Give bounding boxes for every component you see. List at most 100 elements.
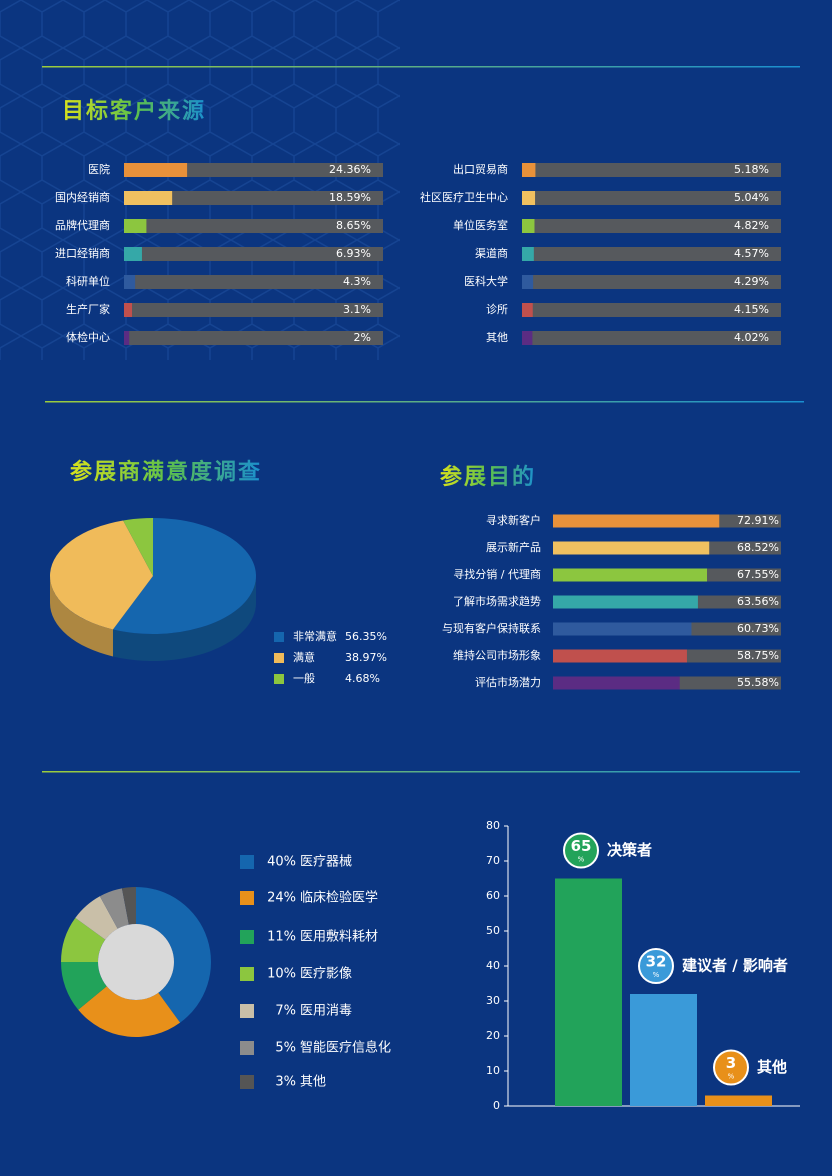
y-tick-label: 0	[493, 1099, 500, 1112]
bar-label: 了解市场需求趋势	[453, 594, 541, 608]
donut-slice	[61, 962, 107, 1010]
legend-swatch	[240, 855, 254, 869]
bar-category: 决策者	[607, 841, 652, 859]
value-label: 4.29%	[734, 275, 769, 288]
donut-slice	[99, 888, 129, 929]
value-bubble	[638, 948, 674, 984]
section-title: 参展目的	[440, 464, 536, 490]
legend-swatch	[274, 632, 284, 642]
donut-slice	[78, 986, 181, 1037]
legend-swatch	[274, 653, 284, 663]
bar	[522, 191, 536, 205]
value-unit: %	[728, 1073, 735, 1081]
bar-label: 评估市场潜力	[475, 675, 541, 689]
bar-label: 诊所	[486, 302, 508, 316]
value-label: 4.3%	[343, 275, 371, 288]
bar	[522, 247, 534, 261]
legend-label: 医疗影像	[300, 967, 352, 982]
bar-label: 与现有客户保持联系	[442, 621, 541, 635]
value-label: 68.52%	[737, 541, 779, 554]
value-label: 4.15%	[734, 303, 769, 316]
legend-value: 40%	[267, 855, 296, 870]
legend-swatch	[240, 1004, 254, 1018]
pie-slice	[112, 518, 256, 634]
y-tick-label: 40	[486, 959, 500, 972]
donut-slice	[136, 887, 212, 1023]
hex-decoration	[0, 0, 400, 360]
bar-label: 进口经销商	[55, 246, 110, 260]
bar-label: 渠道商	[475, 246, 508, 260]
bar-track	[522, 191, 781, 205]
section-title: 参展商满意度调查	[70, 459, 262, 485]
bar	[553, 514, 720, 528]
legend-swatch	[240, 1075, 254, 1089]
value-label: 4.82%	[734, 219, 769, 232]
pie-slice	[50, 520, 153, 630]
bar	[553, 568, 708, 582]
bar	[553, 622, 692, 636]
value-label: 4.02%	[734, 331, 769, 344]
value-label: 6.93%	[336, 247, 371, 260]
donut-slice	[61, 917, 106, 962]
legend-swatch	[240, 967, 254, 981]
bar-label: 其他	[486, 331, 508, 344]
value-label: 2%	[354, 331, 371, 344]
bar	[124, 219, 147, 233]
bar-label: 生产厂家	[66, 302, 110, 316]
bar	[555, 878, 622, 1106]
bar-track	[522, 275, 781, 289]
legend-label: 临床检验医学	[300, 890, 378, 906]
donut-slice	[121, 887, 136, 925]
bar-label: 体检中心	[66, 330, 110, 344]
bar-label: 社区医疗卫生中心	[420, 190, 508, 204]
value-label: 3	[726, 1054, 736, 1072]
legend-swatch	[240, 930, 254, 944]
bar	[522, 303, 533, 317]
value-unit: %	[578, 856, 585, 864]
bar	[522, 163, 536, 177]
legend-label: 医疗器械	[300, 855, 352, 870]
y-tick-label: 80	[486, 819, 500, 832]
bar-track	[124, 247, 383, 261]
legend-label: 智能医疗信息化	[300, 1040, 391, 1056]
legend-swatch	[274, 674, 284, 684]
y-tick-label: 30	[486, 994, 500, 1007]
bar	[522, 219, 535, 233]
bar	[124, 191, 173, 205]
legend-value: 3%	[275, 1075, 296, 1090]
bar-track	[522, 303, 781, 317]
bar-track	[124, 219, 383, 233]
section-title: 目标客户来源	[62, 98, 206, 124]
legend-label: 非常满意	[293, 629, 337, 643]
value-label: 58.75%	[737, 649, 779, 662]
pie-side	[50, 576, 113, 657]
bar	[124, 163, 188, 177]
legend-value: 4.68%	[345, 672, 380, 685]
value-label: 63.56%	[737, 595, 779, 608]
value-label: 18.59%	[329, 191, 371, 204]
bar-label: 出口贸易商	[453, 162, 508, 176]
pie-side	[112, 576, 256, 661]
legend-value: 38.97%	[345, 651, 387, 664]
bar-track	[522, 219, 781, 233]
bar	[553, 649, 687, 663]
value-label: 3.1%	[343, 303, 371, 316]
bar-label: 科研单位	[66, 274, 110, 288]
legend-value: 7%	[275, 1004, 296, 1019]
value-bubble	[563, 832, 599, 869]
bar	[522, 331, 533, 345]
legend-value: 56.35%	[345, 630, 387, 643]
bar	[553, 541, 710, 555]
bar	[553, 595, 698, 609]
bar-track	[522, 163, 781, 177]
legend-label: 医用敷料耗材	[300, 930, 378, 945]
y-tick-label: 50	[486, 924, 500, 937]
value-label: 32	[646, 953, 667, 971]
value-label: 24.36%	[329, 163, 371, 176]
value-label: 55.58%	[737, 676, 779, 689]
bar	[705, 1095, 772, 1106]
bar-track	[124, 303, 383, 317]
legend-label: 医用消毒	[300, 1004, 352, 1019]
y-tick-label: 60	[486, 889, 500, 902]
